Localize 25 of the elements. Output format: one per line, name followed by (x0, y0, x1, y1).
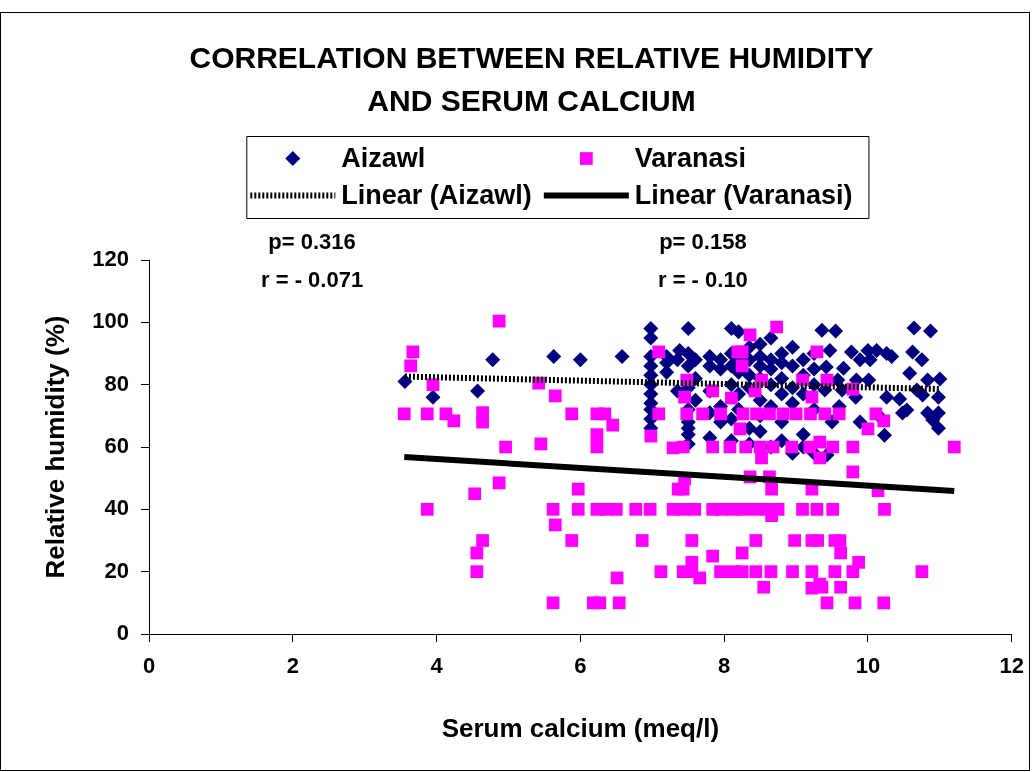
x-tick-label: 12 (999, 653, 1025, 679)
x-tick-label: 8 (718, 653, 731, 679)
legend-label: Aizawl (341, 142, 426, 173)
text: p= 0.158 (659, 229, 747, 255)
chart-title: CORRELATION BETWEEN RELATIVE HUMIDITY AND SERUM CALCIUM (189, 41, 874, 118)
x-axis-title: Serum calcium (meq/l) (441, 712, 720, 743)
x-tick-label: 0 (142, 653, 156, 679)
x-tick-label: 10 (855, 653, 881, 679)
x-tick-label: 4 (430, 653, 444, 679)
x-tick-label: 2 (286, 653, 299, 679)
annotation: r = - 0.10 (657, 267, 748, 293)
y-tick-label: 20 (104, 557, 129, 583)
y-axis-title: Relative humidity (%) (39, 315, 70, 579)
legend-label: Linear (Aizawl) (341, 179, 532, 210)
y-tick-label: 80 (104, 370, 129, 396)
y-tick-label: 100 (92, 308, 129, 334)
y-tick-label: 40 (104, 495, 129, 521)
legend-label: Varanasi (634, 142, 746, 173)
y-tick-label: 0 (116, 620, 129, 646)
y-tick-label: 120 (92, 246, 129, 272)
legend-label: Linear (Varanasi) (634, 179, 853, 210)
text: p= 0.316 (268, 229, 356, 255)
annotation: r = - 0.071 (260, 267, 364, 293)
y-tick-label: 60 (104, 433, 129, 459)
x-tick-label: 6 (574, 653, 587, 679)
